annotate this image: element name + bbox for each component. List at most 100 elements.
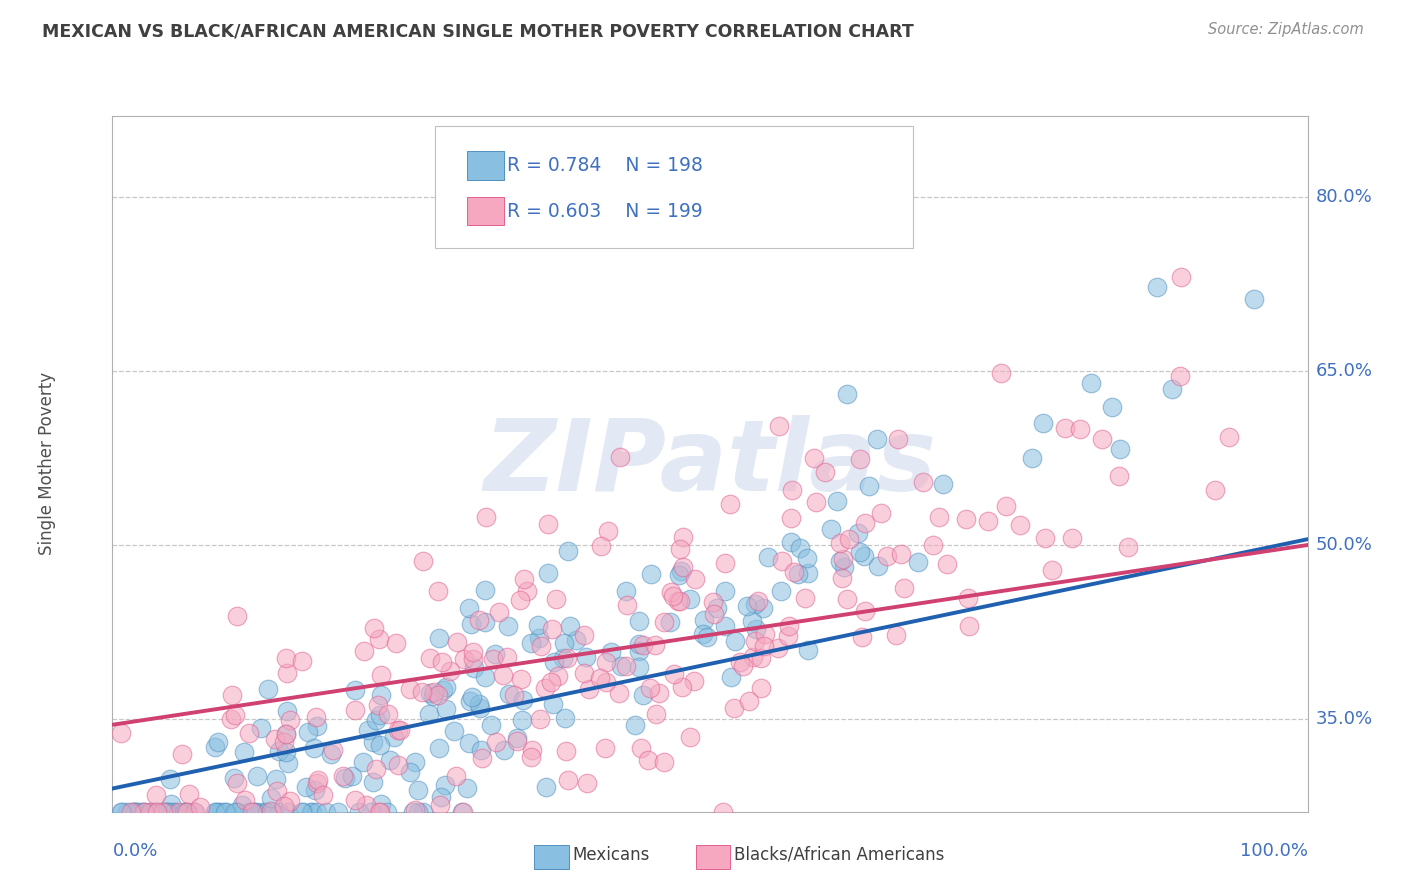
Point — [1054, 421, 1077, 435]
Point — [305, 719, 328, 733]
Point — [188, 800, 211, 814]
Point — [243, 805, 266, 819]
Point — [776, 629, 799, 643]
Point — [530, 639, 553, 653]
Point — [264, 731, 287, 746]
Point — [349, 805, 371, 819]
Point — [1033, 531, 1056, 545]
Point — [173, 805, 195, 819]
Point — [1243, 293, 1265, 307]
Point — [246, 769, 269, 783]
Point — [599, 645, 621, 659]
Point — [411, 684, 433, 698]
Point — [368, 738, 391, 752]
Point — [176, 805, 198, 819]
Point — [630, 741, 652, 756]
Point — [770, 584, 793, 599]
FancyBboxPatch shape — [696, 845, 730, 869]
Point — [367, 698, 389, 712]
Point — [754, 627, 776, 641]
Point — [291, 654, 314, 668]
Point — [796, 551, 818, 566]
Point — [669, 542, 692, 557]
Point — [723, 701, 745, 715]
Point — [797, 566, 820, 580]
Point — [474, 670, 496, 684]
Point — [557, 544, 579, 558]
Point — [624, 718, 647, 732]
Text: 35.0%: 35.0% — [1316, 710, 1374, 728]
Point — [498, 687, 520, 701]
Point — [224, 707, 246, 722]
Point — [183, 805, 205, 819]
Point — [537, 566, 560, 580]
Point — [741, 615, 763, 629]
Point — [575, 650, 598, 665]
Point — [1069, 422, 1091, 436]
Point — [928, 509, 950, 524]
Point — [890, 547, 912, 561]
Point — [780, 483, 803, 497]
Point — [783, 566, 806, 580]
Point — [747, 594, 769, 608]
Point — [156, 805, 179, 819]
Point — [554, 710, 576, 724]
Point — [335, 771, 357, 785]
Point — [125, 805, 148, 819]
Point — [672, 530, 695, 544]
Point — [179, 787, 201, 801]
Point — [214, 805, 236, 819]
Point — [506, 733, 529, 747]
Point — [470, 743, 492, 757]
Point — [693, 614, 716, 628]
Point — [380, 754, 402, 768]
Point — [146, 805, 169, 819]
Point — [789, 541, 811, 556]
Point — [1040, 563, 1063, 577]
Point — [474, 615, 496, 629]
Point — [659, 615, 682, 629]
Point — [434, 702, 457, 716]
Point — [627, 644, 650, 658]
Point — [458, 736, 481, 750]
Point — [368, 632, 391, 646]
Point — [167, 805, 190, 819]
Point — [145, 788, 167, 802]
Point — [433, 778, 456, 792]
Point — [299, 805, 322, 819]
Point — [375, 805, 398, 819]
Point — [786, 566, 808, 581]
Point — [865, 432, 887, 446]
Point — [224, 771, 246, 785]
Point — [221, 688, 243, 702]
Point — [132, 805, 155, 819]
Point — [555, 744, 578, 758]
Point — [1218, 430, 1240, 444]
Point — [356, 723, 378, 738]
Point — [1060, 531, 1083, 545]
Text: 50.0%: 50.0% — [1316, 536, 1372, 554]
Point — [205, 805, 228, 819]
Point — [492, 667, 515, 681]
Text: MEXICAN VS BLACK/AFRICAN AMERICAN SINGLE MOTHER POVERTY CORRELATION CHART: MEXICAN VS BLACK/AFRICAN AMERICAN SINGLE… — [42, 22, 914, 40]
Point — [848, 452, 870, 467]
Point — [276, 704, 298, 718]
Point — [679, 592, 702, 607]
Point — [519, 636, 541, 650]
Point — [368, 805, 391, 819]
Point — [851, 630, 873, 644]
Point — [804, 495, 827, 509]
Point — [434, 680, 457, 694]
Point — [209, 805, 232, 819]
Point — [994, 499, 1017, 513]
Point — [527, 631, 550, 645]
Point — [955, 512, 977, 526]
Point — [553, 636, 575, 650]
Point — [713, 619, 735, 633]
Point — [278, 794, 301, 808]
Point — [243, 805, 266, 819]
Point — [814, 465, 837, 479]
Point — [451, 805, 474, 819]
Point — [510, 672, 533, 686]
Point — [419, 686, 441, 700]
